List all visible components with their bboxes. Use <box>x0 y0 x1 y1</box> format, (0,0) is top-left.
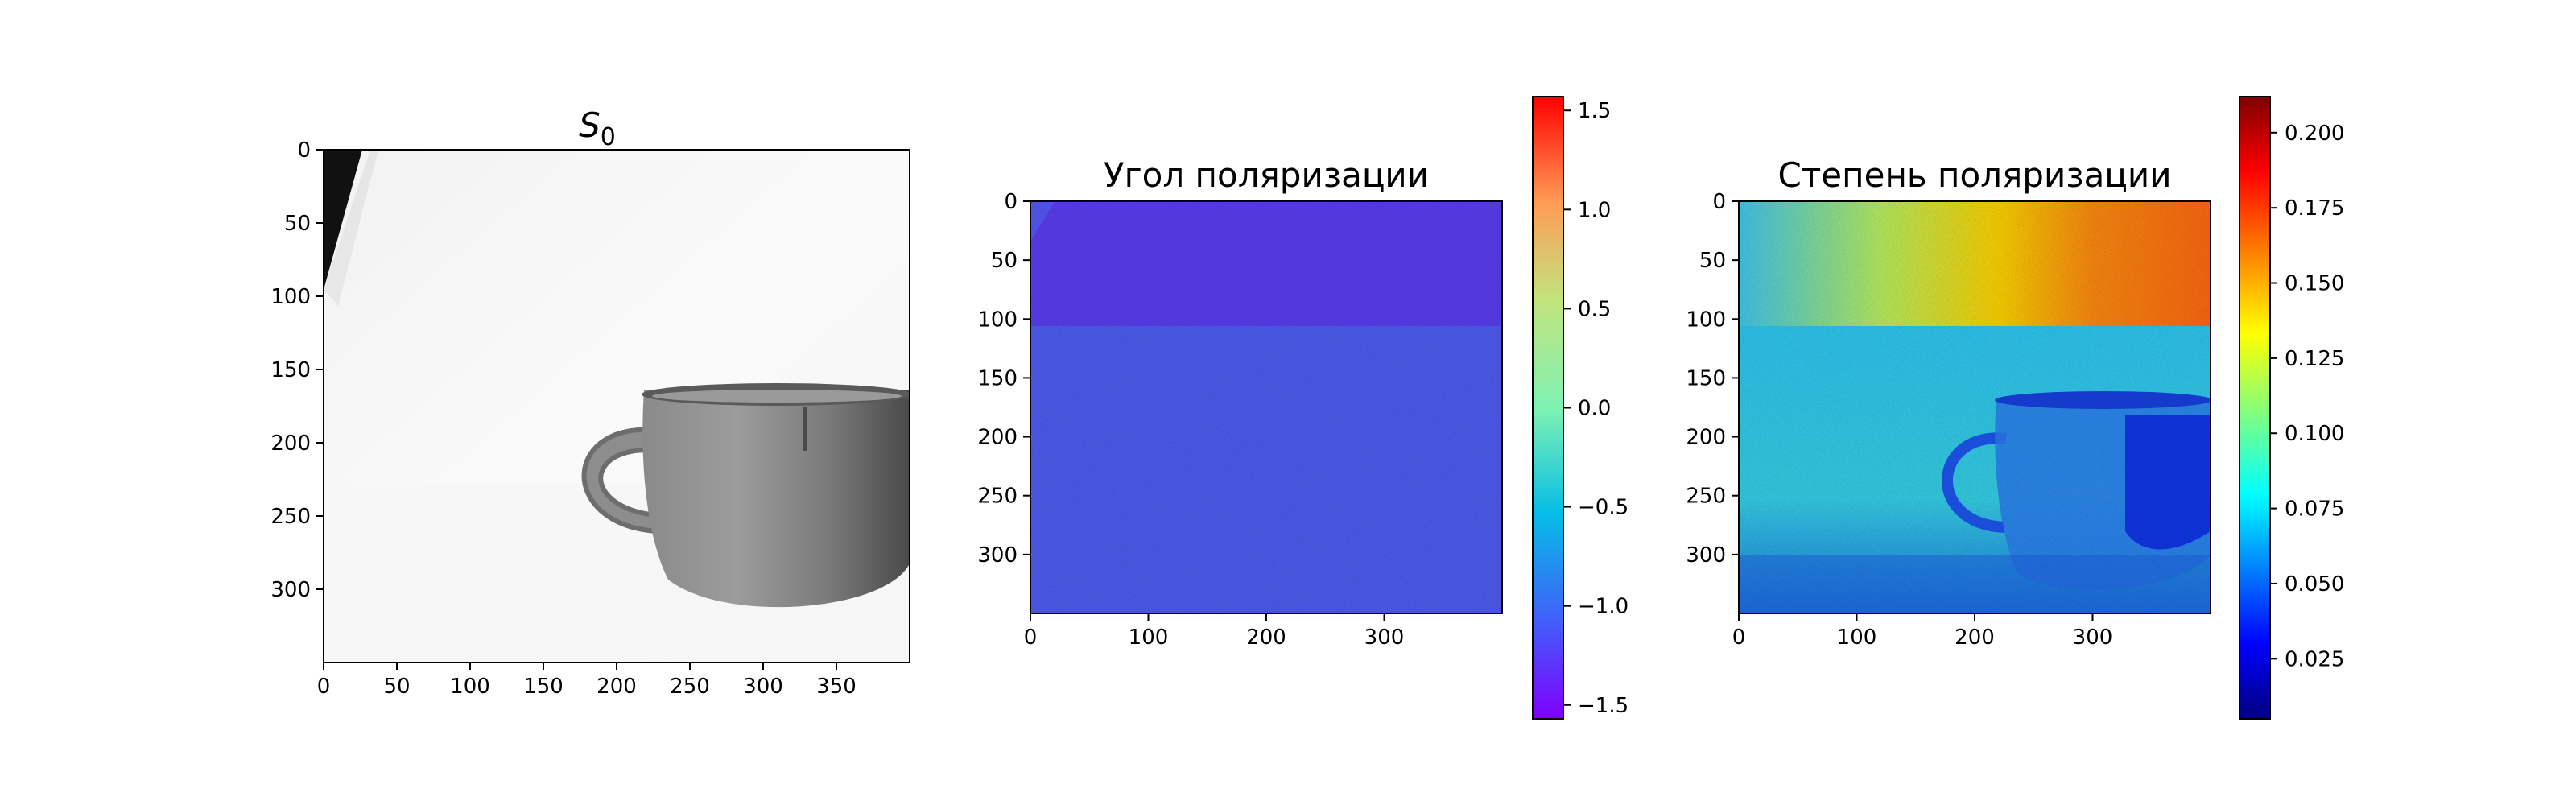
degree-colorbar: 0.200 0.175 0.150 0.125 0.100 0.075 0.050 0.025 <box>2239 96 2344 720</box>
colorbar-tick-label: 0.075 <box>2285 497 2344 522</box>
x-tick-label: 0 <box>1024 625 1038 650</box>
x-tick-label: 200 <box>597 675 637 699</box>
colorbar-tick-label: 0.100 <box>2285 422 2344 446</box>
s0-axes: 0 50 100 150 200 250 300 350 0 50 100 150 200 250 300 <box>270 138 856 699</box>
y-tick-label: 300 <box>1686 543 1726 568</box>
degree-image <box>1739 201 2211 613</box>
colorbar-tick-label: 0.050 <box>2285 572 2344 597</box>
x-tick-label: 150 <box>523 675 564 699</box>
angle-axes: 0 100 200 300 0 50 100 150 200 250 300 <box>977 190 1404 650</box>
angle-colorbar: 1.5 1.0 0.5 0.0 −0.5 −1.0 −1.5 <box>1532 96 1629 720</box>
angle-colorbar-ticks: 1.5 1.0 0.5 0.0 −0.5 −1.0 −1.5 <box>1563 99 1629 718</box>
y-tick-label: 50 <box>284 212 311 236</box>
s0-title: S0 <box>579 105 616 151</box>
y-tick-label: 200 <box>270 431 311 456</box>
colorbar-tick-label: 0.125 <box>2285 347 2344 371</box>
colorbar-tick-label: 1.0 <box>1578 198 1611 222</box>
degree-colorbar-ticks: 0.200 0.175 0.150 0.125 0.100 0.075 0.050 0.025 <box>2270 122 2344 671</box>
panel-degree: 0 100 200 300 0 50 100 150 200 250 300 Степень пол… <box>1686 96 2344 720</box>
y-tick-label: 300 <box>270 578 311 602</box>
y-tick-label: 100 <box>977 308 1018 332</box>
x-tick-label: 50 <box>383 675 410 699</box>
angle-title: Угол поляризации <box>1104 155 1429 195</box>
y-tick-label: 0 <box>1004 190 1018 214</box>
colorbar-tick-label: 0.200 <box>2285 122 2344 146</box>
colorbar-tick-label: 0.0 <box>1578 397 1611 421</box>
degree-title: Степень поляризации <box>1778 155 2172 195</box>
y-tick-label: 100 <box>1686 308 1726 332</box>
x-tick-label: 100 <box>1837 625 1877 650</box>
y-tick-label: 150 <box>977 366 1018 390</box>
s0-image <box>324 150 910 663</box>
y-tick-label: 50 <box>991 249 1018 273</box>
colorbar-tick-label: 1.5 <box>1578 99 1611 123</box>
y-tick-label: 150 <box>1686 366 1726 390</box>
colorbar-tick-label: 0.150 <box>2285 272 2344 296</box>
y-tick-label: 200 <box>977 426 1018 450</box>
colorbar-tick-label: −1.0 <box>1578 595 1629 619</box>
x-tick-label: 200 <box>1246 625 1286 650</box>
y-tick-label: 0 <box>1712 190 1726 214</box>
y-tick-label: 250 <box>977 485 1018 509</box>
x-tick-label: 0 <box>317 675 331 699</box>
y-tick-label: 0 <box>297 138 311 163</box>
y-tick-label: 150 <box>270 358 311 382</box>
x-tick-label: 300 <box>2073 625 2113 650</box>
x-tick-label: 350 <box>816 675 857 699</box>
y-tick-label: 200 <box>1686 426 1726 450</box>
colorbar-tick-label: −1.5 <box>1578 694 1629 718</box>
y-tick-label: 250 <box>270 505 311 529</box>
colorbar-tick-label: 0.175 <box>2285 196 2344 221</box>
x-tick-label: 200 <box>1955 625 1995 650</box>
y-tick-label: 300 <box>977 543 1018 568</box>
x-tick-label: 0 <box>1732 625 1746 650</box>
x-tick-label: 250 <box>670 675 710 699</box>
colorbar-tick-label: 0.5 <box>1578 297 1611 321</box>
y-tick-label: 100 <box>270 285 311 309</box>
x-tick-label: 300 <box>743 675 783 699</box>
x-tick-label: 300 <box>1364 625 1405 650</box>
colorbar-tick-label: −0.5 <box>1578 496 1629 520</box>
panel-angle: 0 100 200 300 0 50 100 150 200 250 300 Угол поляри… <box>977 96 1629 720</box>
colorbar-tick-label: 0.025 <box>2285 647 2344 671</box>
angle-image <box>1030 201 1502 613</box>
degree-axes: 0 100 200 300 0 50 100 150 200 250 300 <box>1686 190 2112 650</box>
y-tick-label: 50 <box>1699 249 1726 273</box>
panel-s0: 0 50 100 150 200 250 300 350050100150200250300 … <box>270 105 910 699</box>
x-tick-label: 100 <box>1129 625 1169 650</box>
y-tick-label: 250 <box>1686 485 1726 509</box>
x-tick-label: 100 <box>450 675 490 699</box>
